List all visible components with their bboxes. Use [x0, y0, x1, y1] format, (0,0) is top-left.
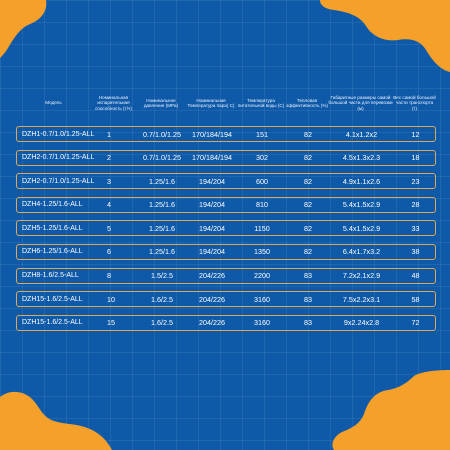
cell-dimensions: 5.4x1.5x2.9 — [342, 200, 381, 210]
table-row: DZH4-1.25/1.6-ALL 4 1.25/1.6 194/204 810… — [16, 196, 436, 213]
cell-weight: 72 — [411, 318, 420, 328]
cell-pressure: 1.25/1.6 — [149, 247, 175, 257]
cell-model: DZH8-1.6/2.5-ALL — [22, 272, 79, 280]
cell-pressure: 0.7/1.0/1.25 — [143, 153, 181, 163]
header-model: Модель — [45, 100, 62, 106]
decorative-blob-bottom-right — [332, 370, 450, 450]
cell-pressure: 1.6/2.5 — [151, 294, 173, 304]
cell-capacity: 3 — [107, 176, 111, 186]
cell-weight: 58 — [411, 294, 420, 304]
cell-pressure: 1.6/2.5 — [151, 318, 173, 328]
cell-water-temp: 1150 — [254, 223, 270, 233]
cell-steam-temp: 170/184/194 — [192, 129, 232, 139]
cell-efficiency: 82 — [304, 223, 312, 233]
cell-efficiency: 82 — [304, 176, 312, 186]
cell-water-temp: 3160 — [254, 318, 270, 328]
cell-model: DZH6-1.25/1.6-ALL — [22, 248, 83, 256]
cell-dimensions: 5.4x1.5x2.9 — [342, 223, 381, 233]
cell-dimensions: 4.5x1.3x2.3 — [342, 153, 381, 163]
cell-capacity: 6 — [107, 247, 111, 257]
specs-table: Модель Номинальная испарительная способн… — [16, 88, 436, 338]
cell-capacity: 5 — [107, 223, 111, 233]
header-pressure: Номинальное давление (MPa) — [143, 97, 179, 108]
cell-dimensions: 9x2.24x2.8 — [343, 318, 380, 328]
cell-model: DZH4-1.25/1.6-ALL — [22, 201, 83, 209]
header-water-temp: Температура питательной воды (С) — [237, 97, 285, 108]
table-row: DZH2-0.7/1.0/1.25-ALL 3 1.25/1.6 194/204… — [16, 173, 436, 190]
table-row: DZH1-0.7/1.0/1.25-ALL 1 0.7/1.0/1.25 170… — [16, 126, 436, 142]
cell-capacity: 10 — [107, 294, 115, 304]
cell-capacity: 15 — [107, 318, 115, 328]
cell-water-temp: 1350 — [254, 247, 270, 257]
cell-model: DZH1-0.7/1.0/1.25-ALL — [22, 130, 95, 138]
cell-water-temp: 2200 — [254, 271, 270, 281]
cell-water-temp: 3160 — [254, 294, 270, 304]
cell-model: DZH15-1.6/2.5-ALL — [22, 295, 83, 303]
cell-steam-temp: 194/204 — [199, 247, 225, 257]
cell-model: DZH5-1.25/1.6-ALL — [22, 224, 83, 232]
header-capacity: Номинальная испарительная способность (т… — [95, 94, 132, 111]
header-efficiency: Тепловая эффективность (%) — [286, 97, 328, 108]
cell-weight: 23 — [411, 176, 420, 186]
cell-capacity: 1 — [107, 129, 111, 139]
cell-water-temp: 302 — [256, 153, 268, 163]
header-steam-temp: Номинальная Температура пара( С) — [187, 97, 235, 108]
table-row: DZH5-1.25/1.6-ALL 5 1.25/1.6 194/204 115… — [16, 220, 436, 237]
table-header: Модель Номинальная испарительная способн… — [16, 88, 436, 118]
cell-steam-temp: 194/204 — [199, 200, 225, 210]
decorative-blob-top-right — [320, 0, 450, 72]
cell-model: DZH2-0.7/1.0/1.25-ALL — [22, 177, 95, 185]
cell-steam-temp: 170/184/194 — [192, 153, 232, 163]
table-row: DZH15-1.6/2.5-ALL 10 1.6/2.5 204/226 316… — [16, 291, 436, 308]
cell-efficiency: 83 — [304, 294, 312, 304]
cell-efficiency: 83 — [304, 318, 312, 328]
cell-dimensions: 7.2x2.1x2.9 — [342, 271, 381, 281]
cell-pressure: 1.25/1.6 — [149, 223, 175, 233]
cell-weight: 38 — [411, 247, 420, 257]
cell-water-temp: 600 — [256, 176, 268, 186]
cell-capacity: 8 — [107, 271, 111, 281]
table-row: DZH6-1.25/1.6-ALL 6 1.25/1.6 194/204 135… — [16, 243, 436, 260]
cell-weight: 33 — [411, 223, 420, 233]
cell-water-temp: 810 — [256, 200, 268, 210]
table-row: DZH2-0.7/1.0/1.25-ALL 2 0.7/1.0/1.25 170… — [16, 149, 436, 166]
cell-pressure: 1.25/1.6 — [149, 200, 175, 210]
cell-efficiency: 82 — [304, 153, 312, 163]
cell-pressure: 0.7/1.0/1.25 — [143, 129, 181, 139]
cell-pressure: 1.5/2.5 — [151, 271, 173, 281]
cell-water-temp: 151 — [256, 129, 268, 139]
cell-efficiency: 83 — [304, 271, 312, 281]
cell-weight: 18 — [411, 153, 420, 163]
cell-weight: 48 — [411, 271, 420, 281]
cell-dimensions: 6.4x1.7x3.2 — [342, 247, 381, 257]
cell-steam-temp: 204/226 — [199, 294, 225, 304]
cell-weight: 28 — [411, 200, 420, 210]
cell-efficiency: 82 — [304, 129, 312, 139]
cell-weight: 12 — [411, 129, 420, 139]
table-row: DZH15-1.6/2.5-ALL 15 1.6/2.5 204/226 316… — [16, 314, 436, 331]
cell-steam-temp: 204/226 — [199, 318, 225, 328]
cell-efficiency: 82 — [304, 200, 312, 210]
cell-model: DZH15-1.6/2.5-ALL — [22, 319, 83, 327]
cell-dimensions: 4.9x1.1x2.6 — [342, 176, 381, 186]
cell-model: DZH2-0.7/1.0/1.25-ALL — [22, 154, 95, 162]
table-row: DZH8-1.6/2.5-ALL 8 1.5/2.5 204/226 2200 … — [16, 267, 436, 284]
decorative-blob-top-left — [0, 0, 47, 58]
cell-steam-temp: 194/204 — [199, 223, 225, 233]
cell-dimensions: 7.5x2.2x3.1 — [342, 294, 381, 304]
cell-pressure: 1.25/1.6 — [149, 176, 175, 186]
cell-steam-temp: 194/204 — [199, 176, 225, 186]
cell-capacity: 4 — [107, 200, 111, 210]
cell-steam-temp: 204/226 — [199, 271, 225, 281]
cell-efficiency: 82 — [304, 247, 312, 257]
decorative-blob-bottom-left — [0, 391, 112, 450]
cell-dimensions: 4.1x1.2x2 — [345, 129, 378, 139]
cell-capacity: 2 — [107, 153, 111, 163]
header-weight: Вес самой большой части транспорта (т) — [393, 94, 436, 111]
header-dimensions: Габаритные размеры самой большой части д… — [328, 94, 393, 111]
